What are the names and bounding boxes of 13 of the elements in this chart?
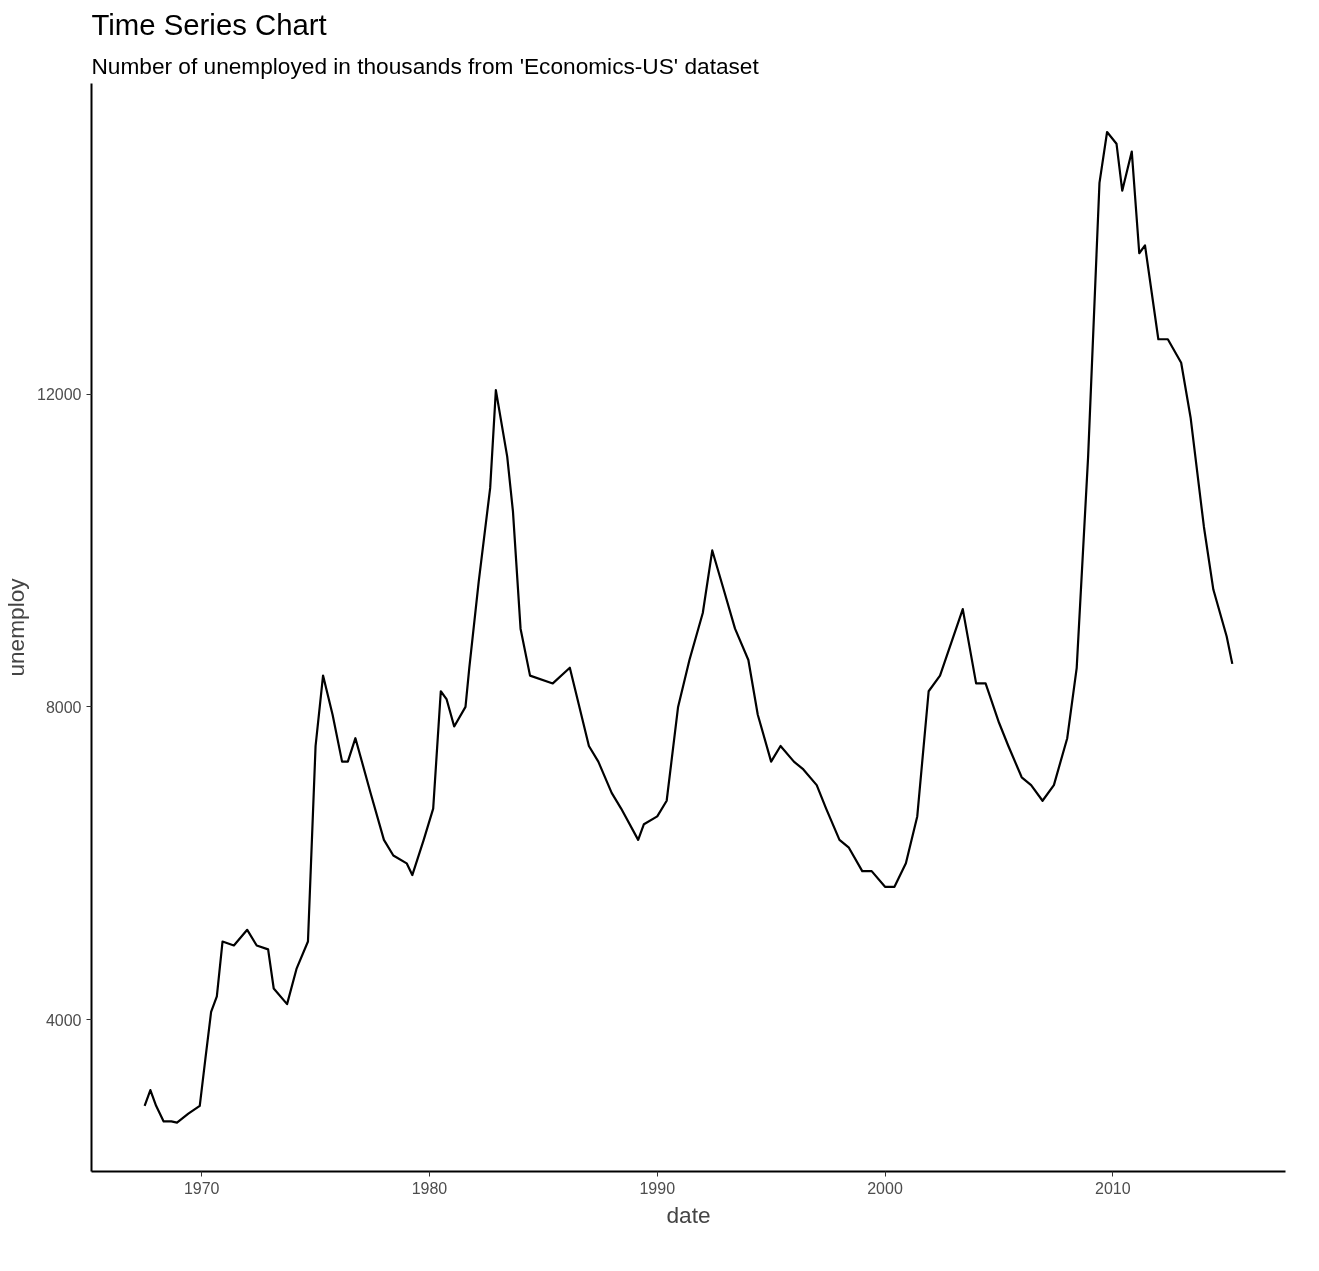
y-tick-label: 8000 [45,698,82,716]
x-tick-label: 1970 [183,1179,220,1197]
y-tick-label: 4000 [45,1011,82,1029]
x-tick-label: 2000 [867,1179,903,1197]
chart-subtitle: Number of unemployed in thousands from 'Economics-US' dataset [91,52,760,79]
x-tick-label: 1990 [639,1179,676,1197]
y-axis-title: unemploy [3,577,30,677]
x-tick-label: 2010 [1095,1179,1131,1197]
chart-title: Time Series Chart [91,7,327,41]
x-tick-label: 1980 [411,1179,448,1197]
line-series [143,130,1234,1124]
x-axis-title: date [666,1201,711,1228]
y-tick-label: 12000 [37,386,82,404]
